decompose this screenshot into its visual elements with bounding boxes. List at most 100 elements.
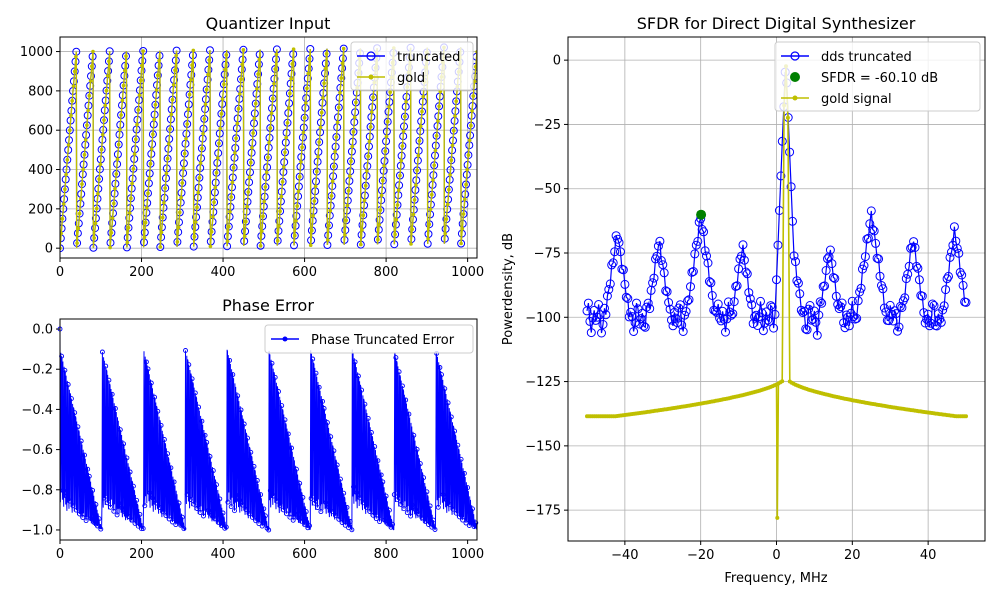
- gold-point: [174, 53, 178, 58]
- gold-point: [344, 218, 349, 223]
- dds-truncated-point: [624, 312, 634, 322]
- gold-point: [74, 54, 78, 59]
- phase-error-point: [355, 373, 361, 379]
- phase-error-point: [326, 504, 332, 510]
- dds-truncated-point: [704, 277, 714, 286]
- gold-point: [187, 92, 192, 97]
- phase-error-point: [292, 510, 298, 516]
- phase-error-point: [422, 518, 428, 524]
- dds-truncated-point: [955, 267, 965, 277]
- phase-error-point: [98, 526, 104, 532]
- gold-point: [72, 69, 77, 74]
- phase-error-point: [91, 520, 97, 525]
- gold-point: [427, 222, 432, 226]
- gold-point: [346, 189, 351, 193]
- phase-error-point: [300, 495, 306, 500]
- phase-error-point: [85, 466, 91, 472]
- gold-point: [76, 226, 81, 231]
- gold-point: [295, 204, 300, 208]
- gold-point: [156, 73, 160, 78]
- phase-error-point: [362, 401, 368, 407]
- gold-point: [469, 123, 473, 128]
- phase-error-point: [347, 519, 353, 524]
- gold-point: [261, 214, 265, 219]
- dds-truncated-point: [917, 291, 927, 301]
- gold-point: [140, 63, 144, 68]
- gold-point: [299, 160, 303, 164]
- gold-point: [266, 155, 270, 160]
- gold-point: [162, 201, 166, 205]
- dds-truncated-point: [693, 236, 703, 246]
- dds-truncated-point: [667, 315, 676, 325]
- phase-error-point: [258, 492, 264, 498]
- gold-point: [362, 198, 367, 203]
- phase-error-point: [452, 428, 458, 434]
- gold-point: [415, 168, 419, 173]
- dds-truncated-point: [945, 252, 955, 262]
- gold-point: [272, 82, 276, 86]
- gold-point: [81, 167, 85, 172]
- dds-truncated-point: [772, 275, 781, 285]
- gold-point: [207, 58, 211, 62]
- gold-point: [433, 148, 438, 153]
- gold-point: [421, 94, 426, 99]
- dds-truncated-point: [601, 310, 611, 320]
- dds-truncated-point: [604, 285, 614, 294]
- phase-error-point: [367, 509, 373, 514]
- gold-point: [411, 212, 416, 217]
- gold-point: [341, 46, 346, 51]
- phase-error-point: [70, 503, 76, 509]
- phase-error-point: [80, 515, 86, 520]
- gold-point: [130, 181, 134, 186]
- phase-error-axes: Phase Error 0 200 400 600 800 1000 0.0 −0.2 −0.4…: [21, 296, 484, 562]
- phase-error-point: [401, 506, 407, 512]
- gold-point: [453, 114, 457, 118]
- dds-truncated-point: [700, 246, 710, 256]
- legend-truncated-marker-icon: [366, 51, 376, 61]
- phase-error-point: [334, 462, 340, 468]
- phase-error-ticks: 0 200 400 600 800 1000 0.0 −0.2 −0.4 −0.6 −0.8 −1.0: [21, 323, 484, 562]
- gold-point: [196, 190, 200, 195]
- gold-point: [152, 117, 156, 122]
- gold-point: [284, 135, 289, 140]
- dds-truncated-point: [894, 322, 904, 332]
- phase-error-point: [137, 511, 143, 517]
- dds-truncated-point: [881, 307, 891, 317]
- dds-truncated-point: [690, 249, 700, 259]
- dds-truncated-point: [659, 268, 669, 278]
- gold-point: [224, 53, 229, 57]
- x-tick-label: 400: [211, 547, 236, 562]
- gold-point: [366, 154, 371, 158]
- phase-error-point: [96, 516, 102, 522]
- gold-signal-point: [964, 414, 968, 419]
- gold-point: [79, 197, 83, 201]
- gold-point: [87, 93, 92, 98]
- gold-point: [80, 182, 84, 186]
- x-tick-label: 1000: [451, 547, 484, 562]
- dds-truncated-point: [879, 303, 889, 313]
- phase-error-point: [357, 495, 363, 501]
- gold-point: [129, 196, 133, 201]
- y-tick-label: 200: [28, 202, 53, 217]
- dds-truncated-point: [949, 222, 959, 232]
- gold-point: [98, 162, 103, 167]
- phase-error-point: [297, 480, 303, 486]
- gold-point: [103, 103, 107, 108]
- x-tick-label: 40: [920, 548, 937, 563]
- gold-point: [452, 128, 456, 133]
- dds-truncated-point: [799, 306, 809, 316]
- phase-error-point: [207, 454, 213, 459]
- phase-error-point: [404, 510, 410, 516]
- gold-point: [252, 116, 257, 121]
- gold-point: [239, 77, 243, 81]
- dds-truncated-point: [648, 278, 658, 288]
- phase-error-point: [396, 369, 402, 375]
- gold-point: [65, 158, 70, 162]
- gold-point: [208, 244, 213, 249]
- phase-error-point: [114, 512, 120, 518]
- gold-point: [242, 234, 247, 238]
- gold-point: [337, 105, 341, 110]
- dds-truncated-point: [923, 309, 933, 319]
- gold-point: [335, 120, 340, 125]
- phase-error-point: [218, 523, 224, 528]
